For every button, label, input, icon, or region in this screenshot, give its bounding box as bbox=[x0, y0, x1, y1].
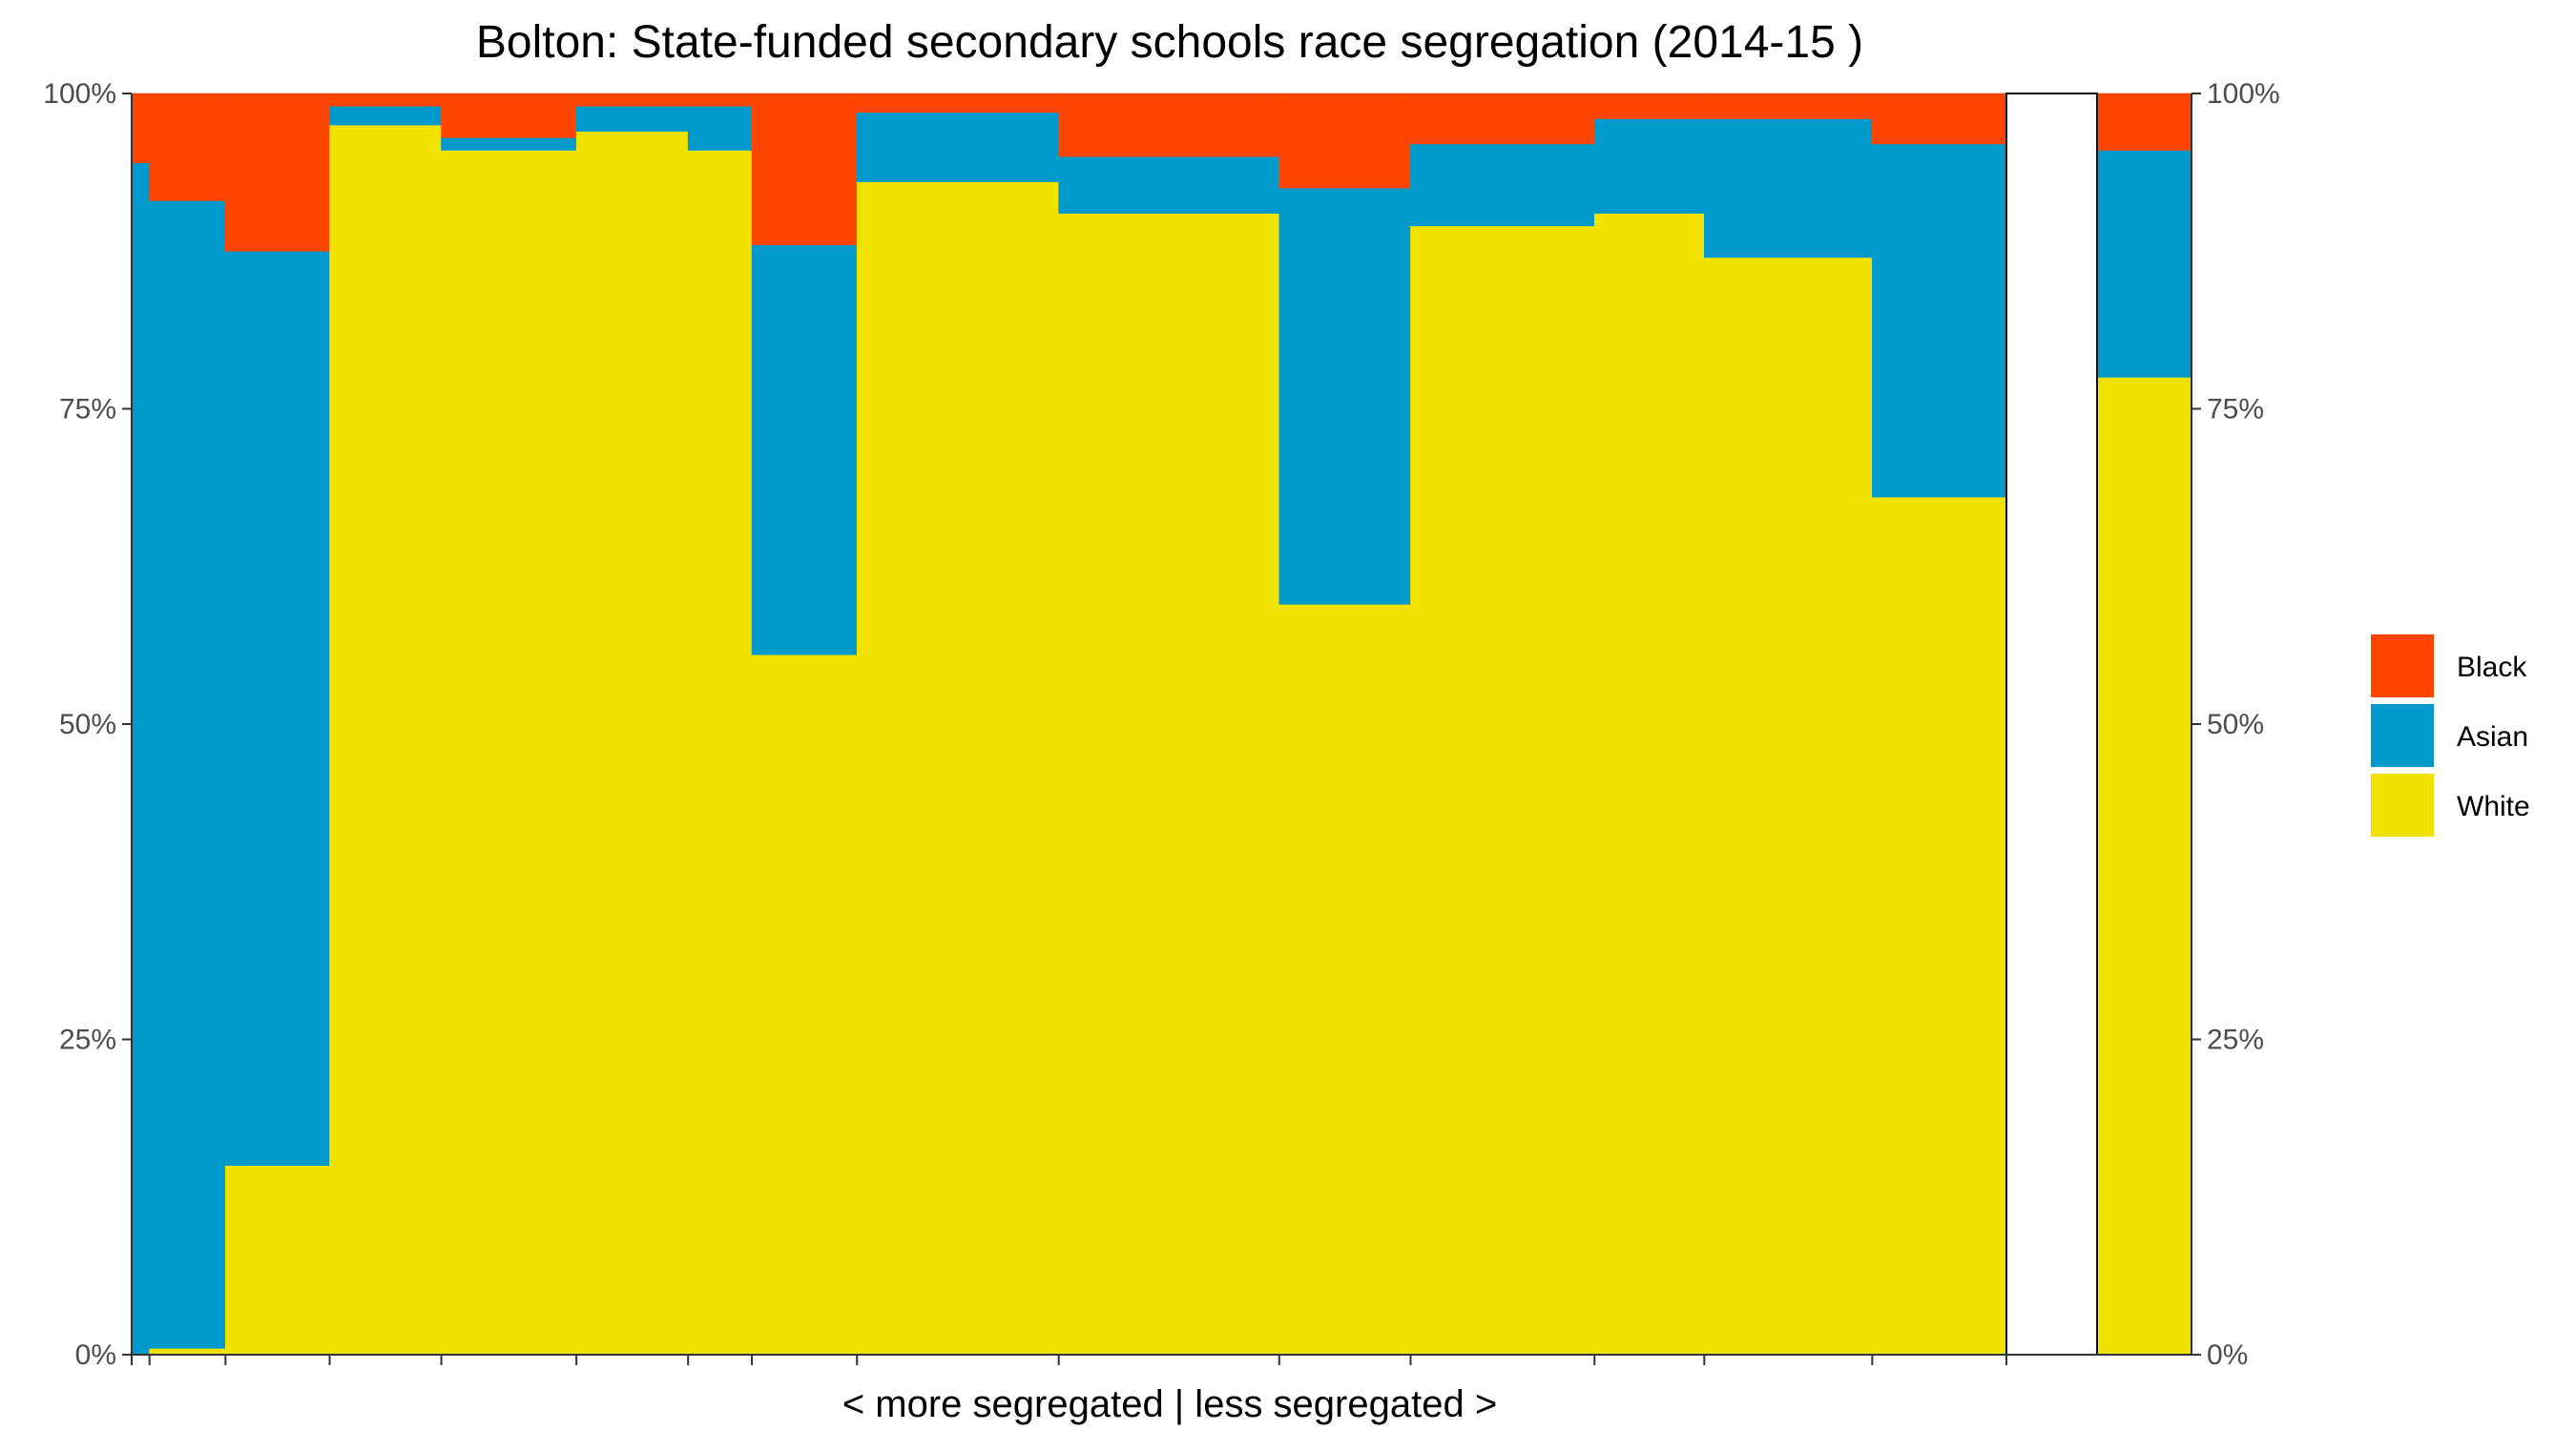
bar-school-2 bbox=[149, 93, 226, 1356]
y-tick-label-right: 0% bbox=[2207, 1339, 2248, 1371]
bar-school-8 bbox=[751, 93, 858, 1356]
plot-area bbox=[131, 93, 2192, 1356]
segment-asian bbox=[329, 105, 442, 126]
segment-white bbox=[1278, 604, 1411, 1356]
segment-black bbox=[856, 93, 1059, 114]
bar-school-1 bbox=[131, 93, 150, 1356]
segment-white bbox=[575, 131, 689, 1356]
segment-black bbox=[149, 93, 226, 201]
bar-school-6 bbox=[575, 93, 689, 1356]
bar-overall bbox=[2096, 93, 2192, 1356]
bar-school-4 bbox=[329, 93, 442, 1356]
bar-school-5 bbox=[441, 93, 577, 1356]
bar-school-9 bbox=[856, 93, 1059, 1356]
y-tick-label-left: 100% bbox=[43, 78, 116, 110]
y-axis-left: 0% 25% 50% 75% 100% bbox=[43, 78, 132, 1371]
bar-school-13 bbox=[1593, 93, 1705, 1356]
legend-item-asian: Asian bbox=[2371, 704, 2528, 767]
y-tick-label-right: 75% bbox=[2207, 394, 2264, 425]
legend-label: Asian bbox=[2457, 721, 2528, 753]
segment-asian bbox=[1593, 118, 1705, 214]
x-axis-label: < more segregated | less segregated > bbox=[842, 1383, 1497, 1425]
segment-asian bbox=[1872, 143, 2007, 498]
segment-asian bbox=[1278, 187, 1411, 605]
segment-black bbox=[225, 93, 330, 252]
segment-black bbox=[575, 93, 689, 107]
segment-asian bbox=[149, 200, 226, 1349]
legend-label: White bbox=[2457, 791, 2530, 822]
segment-white bbox=[751, 653, 858, 1356]
segment-black bbox=[131, 93, 150, 164]
y-tick-label-left: 25% bbox=[59, 1025, 116, 1056]
y-tick-label-right: 100% bbox=[2207, 78, 2280, 110]
segment-white bbox=[1593, 213, 1705, 1356]
x-axis bbox=[131, 1355, 2007, 1365]
segment-white bbox=[856, 181, 1059, 1356]
segment-asian bbox=[441, 136, 577, 151]
segment-black bbox=[1410, 93, 1595, 145]
bar-school-12 bbox=[1410, 93, 1595, 1356]
legend-swatch bbox=[2371, 774, 2434, 837]
legend-label: Black bbox=[2457, 652, 2527, 683]
segment-black bbox=[441, 93, 577, 138]
chart-title: Bolton: State-funded secondary schools r… bbox=[476, 17, 1863, 68]
segment-black bbox=[1593, 93, 1705, 119]
segment-black bbox=[1058, 93, 1280, 157]
segment-white bbox=[1058, 213, 1280, 1356]
y-tick-label-left: 75% bbox=[59, 394, 116, 425]
segment-white bbox=[1872, 496, 2007, 1356]
gap-frame bbox=[2005, 93, 2098, 1356]
segment-asian bbox=[687, 105, 753, 151]
segment-asian bbox=[2096, 150, 2192, 378]
legend-item-white: White bbox=[2371, 774, 2530, 837]
segment-asian bbox=[575, 105, 689, 132]
legend-item-black: Black bbox=[2371, 634, 2527, 697]
bar-school-14 bbox=[1704, 93, 1873, 1356]
bar-school-11 bbox=[1278, 93, 1411, 1356]
segment-black bbox=[751, 93, 858, 245]
segment-asian bbox=[225, 250, 330, 1167]
segment-asian bbox=[1704, 118, 1873, 259]
legend: Black Asian White bbox=[2371, 634, 2530, 837]
bar-school-3 bbox=[225, 93, 330, 1356]
segment-white bbox=[1410, 225, 1595, 1356]
y-axis-right: 0% 25% 50% 75% 100% bbox=[2192, 78, 2280, 1371]
segment-asian bbox=[1410, 143, 1595, 227]
segment-white bbox=[441, 150, 577, 1356]
segment-white bbox=[225, 1165, 330, 1356]
segment-asian bbox=[131, 162, 150, 1356]
segment-asian bbox=[856, 112, 1059, 182]
segment-black bbox=[1704, 93, 1873, 119]
bar-school-15 bbox=[1872, 93, 2007, 1356]
segment-white bbox=[2096, 377, 2192, 1356]
bar-school-10 bbox=[1058, 93, 1280, 1356]
segment-asian bbox=[1058, 156, 1280, 214]
segment-black bbox=[1278, 93, 1411, 189]
segment-white bbox=[329, 124, 442, 1356]
y-tick-label-left: 0% bbox=[75, 1339, 116, 1371]
bar-school-7 bbox=[687, 93, 753, 1356]
segment-black bbox=[2096, 93, 2192, 151]
segment-black bbox=[687, 93, 753, 107]
segment-white bbox=[1704, 257, 1873, 1356]
segment-black bbox=[329, 93, 442, 107]
legend-swatch bbox=[2371, 704, 2434, 767]
y-tick-label-left: 50% bbox=[59, 709, 116, 740]
y-tick-label-right: 25% bbox=[2207, 1025, 2264, 1056]
segment-asian bbox=[751, 238, 858, 655]
segment-black bbox=[1872, 93, 2007, 145]
legend-swatch bbox=[2371, 634, 2434, 697]
y-tick-label-right: 50% bbox=[2207, 709, 2264, 740]
segment-white bbox=[687, 150, 753, 1356]
